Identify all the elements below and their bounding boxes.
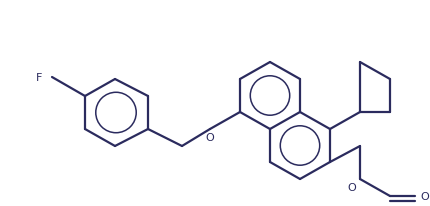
Text: O: O [347, 182, 356, 192]
Text: O: O [206, 132, 215, 142]
Text: O: O [421, 191, 430, 201]
Text: F: F [36, 73, 42, 83]
